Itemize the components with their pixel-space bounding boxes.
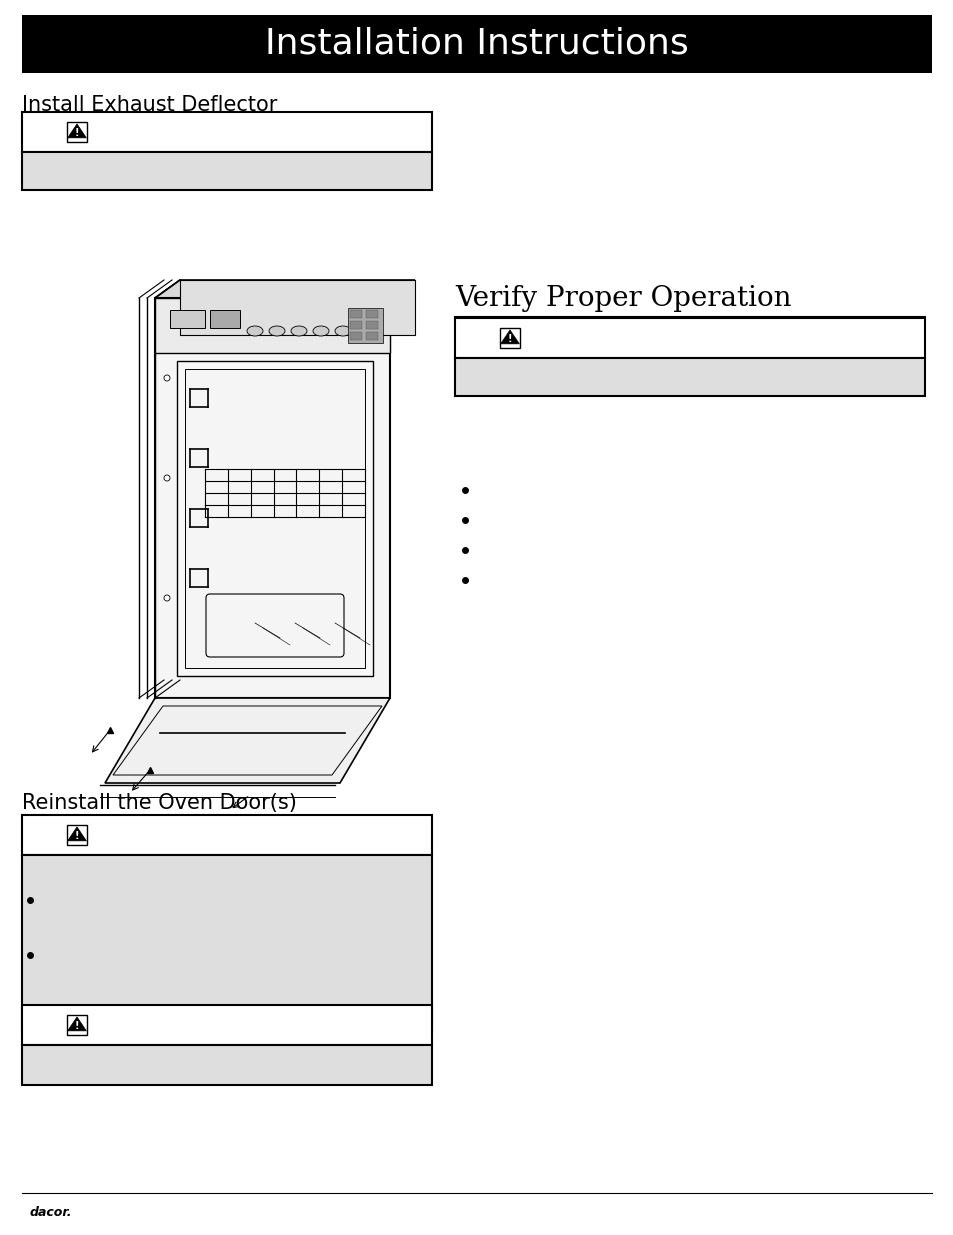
Bar: [22, 855, 432, 1030]
Bar: [366, 310, 377, 317]
Ellipse shape: [313, 326, 329, 336]
Polygon shape: [68, 827, 87, 841]
Bar: [22, 1005, 432, 1045]
Text: !: !: [74, 128, 79, 138]
Polygon shape: [68, 124, 87, 138]
Circle shape: [164, 595, 170, 601]
Ellipse shape: [269, 326, 285, 336]
Bar: [22, 112, 432, 152]
Circle shape: [164, 475, 170, 480]
Ellipse shape: [291, 326, 307, 336]
Ellipse shape: [247, 326, 263, 336]
Text: !: !: [74, 1021, 79, 1031]
Polygon shape: [180, 280, 415, 335]
Polygon shape: [68, 1016, 87, 1031]
Bar: [350, 321, 361, 329]
Text: Install Exhaust Deflector: Install Exhaust Deflector: [22, 95, 277, 115]
Bar: [350, 332, 361, 340]
Bar: [177, 361, 373, 676]
Text: dacor.: dacor.: [30, 1207, 72, 1219]
FancyBboxPatch shape: [67, 122, 87, 142]
Polygon shape: [154, 280, 180, 698]
Text: Installation Instructions: Installation Instructions: [265, 27, 688, 61]
Bar: [154, 298, 390, 698]
FancyBboxPatch shape: [67, 825, 87, 845]
Bar: [348, 308, 382, 343]
Text: !: !: [74, 831, 79, 841]
Bar: [210, 310, 240, 329]
Polygon shape: [500, 330, 518, 343]
FancyBboxPatch shape: [499, 329, 519, 348]
Circle shape: [164, 375, 170, 382]
Bar: [22, 15, 931, 73]
Bar: [22, 815, 432, 855]
Bar: [366, 321, 377, 329]
Bar: [185, 369, 365, 668]
Text: Verify Proper Operation: Verify Proper Operation: [455, 285, 791, 312]
Bar: [455, 317, 924, 358]
Bar: [22, 152, 432, 190]
Bar: [366, 332, 377, 340]
Text: Reinstall the Oven Door(s): Reinstall the Oven Door(s): [22, 793, 296, 813]
Bar: [455, 358, 924, 396]
Ellipse shape: [335, 326, 351, 336]
Bar: [22, 1045, 432, 1086]
FancyBboxPatch shape: [67, 1015, 87, 1035]
Bar: [154, 298, 390, 353]
Bar: [350, 310, 361, 317]
Text: !: !: [507, 335, 512, 345]
Polygon shape: [154, 280, 415, 298]
Bar: [170, 310, 205, 329]
Polygon shape: [105, 698, 390, 783]
Ellipse shape: [356, 326, 373, 336]
